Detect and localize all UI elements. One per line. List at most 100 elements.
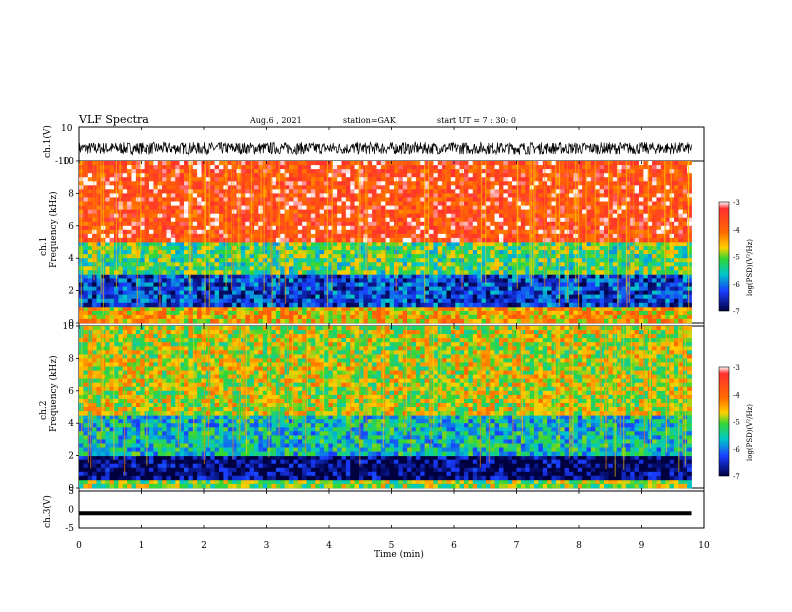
spectrogram-cell — [551, 298, 557, 304]
spectrogram-cell — [595, 310, 601, 316]
spectrogram-cell — [267, 209, 272, 215]
spectrogram-cell — [254, 310, 259, 316]
spectrogram-cell — [179, 310, 185, 316]
spectrogram-cell — [477, 221, 482, 227]
spectrogram-cell — [429, 209, 434, 215]
spectrogram-cell — [87, 185, 93, 190]
spectrogram-cell — [577, 270, 583, 275]
spectrogram-cell — [153, 181, 159, 186]
spectrogram-cell — [166, 209, 172, 215]
spectrogram-cell — [437, 217, 443, 223]
spectrogram-cell — [293, 221, 299, 227]
spectrogram-cell — [385, 242, 391, 247]
spectrogram-cell — [170, 314, 176, 320]
spectrogram-cell — [468, 217, 474, 223]
spectrogram-cell — [520, 298, 526, 304]
spectrogram-cell — [560, 254, 566, 259]
spectrogram-cell — [105, 169, 111, 174]
spectrogram-cell — [262, 266, 268, 271]
spectrogram-cell — [464, 197, 469, 202]
spectrogram-cell — [516, 266, 522, 271]
spectrogram-cell — [569, 310, 574, 316]
spectrogram-cell — [289, 298, 294, 304]
spectrogram-cell — [350, 266, 356, 271]
spectrogram-cell — [302, 193, 307, 198]
spectrogram-cell — [485, 217, 491, 223]
spectrogram-cell — [481, 237, 487, 243]
spectrogram-cell — [127, 266, 132, 271]
spectrogram-cell — [472, 298, 478, 304]
spectrogram-cell — [367, 294, 373, 300]
spectrogram-cell — [227, 181, 233, 186]
spectrogram-cell — [669, 250, 675, 255]
spectrogram-cell — [345, 282, 351, 287]
spectrogram-cell — [472, 193, 478, 198]
spectrogram-cell — [577, 266, 583, 271]
spectrogram-cell — [197, 181, 202, 186]
spectrogram-cell — [319, 298, 325, 304]
spectrogram-cell — [634, 314, 640, 320]
spectrogram-cell — [345, 306, 351, 312]
spectrogram-cell — [306, 173, 312, 178]
spectrogram-cell — [245, 221, 251, 227]
spectrogram-cell — [179, 205, 185, 211]
spectrogram-cell — [170, 258, 176, 263]
spectrogram-cell — [455, 237, 461, 243]
spectrogram-cell — [302, 294, 307, 300]
spectrogram-cell — [503, 233, 509, 239]
spectrogram-cell — [223, 294, 229, 300]
spectrogram-cell — [254, 250, 259, 255]
spectrogram-cell — [612, 290, 618, 296]
spectrogram-cell — [442, 310, 447, 316]
spectrogram-cell — [284, 225, 290, 231]
spectrogram-cell — [144, 193, 150, 198]
spectrogram-cell — [503, 298, 509, 304]
spectrogram-cell — [118, 258, 124, 263]
spectrogram-cell — [394, 310, 399, 316]
spectrogram-cell — [135, 250, 141, 255]
spectrogram-cell — [459, 298, 465, 304]
spectrogram-cell — [542, 314, 548, 320]
spectrogram-cell — [398, 237, 404, 243]
spectrogram-cell — [153, 318, 159, 324]
spectrogram-cell — [468, 270, 474, 275]
spectrogram-cell — [345, 274, 351, 279]
spectrogram-cell — [359, 262, 364, 267]
spectrogram-cell — [577, 242, 583, 247]
spectrogram-cell — [175, 282, 181, 287]
spectrogram-cell — [625, 242, 631, 247]
spectrogram-cell — [555, 250, 561, 255]
spectrogram-cell — [306, 237, 312, 243]
spectrogram-cell — [446, 181, 452, 186]
spectrogram-cell — [503, 302, 509, 308]
spectrogram-cell — [534, 254, 539, 259]
spectrogram-cell — [214, 282, 220, 287]
spectrogram-cell — [512, 298, 517, 304]
spectrogram-cell — [485, 165, 491, 170]
spectrogram-cell — [551, 306, 557, 312]
spectrogram-cell — [153, 229, 159, 235]
spectrogram-cell — [660, 254, 666, 259]
spectrogram-cell — [302, 217, 307, 223]
spectrogram-cell — [122, 233, 128, 239]
spectrogram-cell — [485, 302, 491, 308]
spectrogram-cell — [437, 290, 443, 296]
spectrogram-cell — [140, 217, 146, 223]
spectrogram-cell — [464, 282, 469, 287]
spectrogram-cell — [525, 298, 531, 304]
spectrogram-cell — [376, 302, 382, 308]
spectrogram-cell — [337, 169, 342, 174]
spectrogram-cell — [590, 254, 596, 259]
spectrogram-cell — [96, 318, 102, 324]
spectrogram-cell — [297, 173, 303, 178]
spectrogram-cell — [538, 282, 544, 287]
spectrogram-cell — [402, 278, 408, 283]
spectrogram-cell — [503, 165, 509, 170]
spectrogram-cell — [87, 169, 93, 174]
spectrogram-cell — [507, 282, 513, 287]
spectrogram-cell — [385, 246, 391, 251]
spectrogram-cell — [267, 242, 272, 247]
spectrogram-cell — [538, 318, 544, 324]
spectrogram-cell — [398, 318, 404, 324]
spectrogram-cell — [149, 318, 154, 324]
